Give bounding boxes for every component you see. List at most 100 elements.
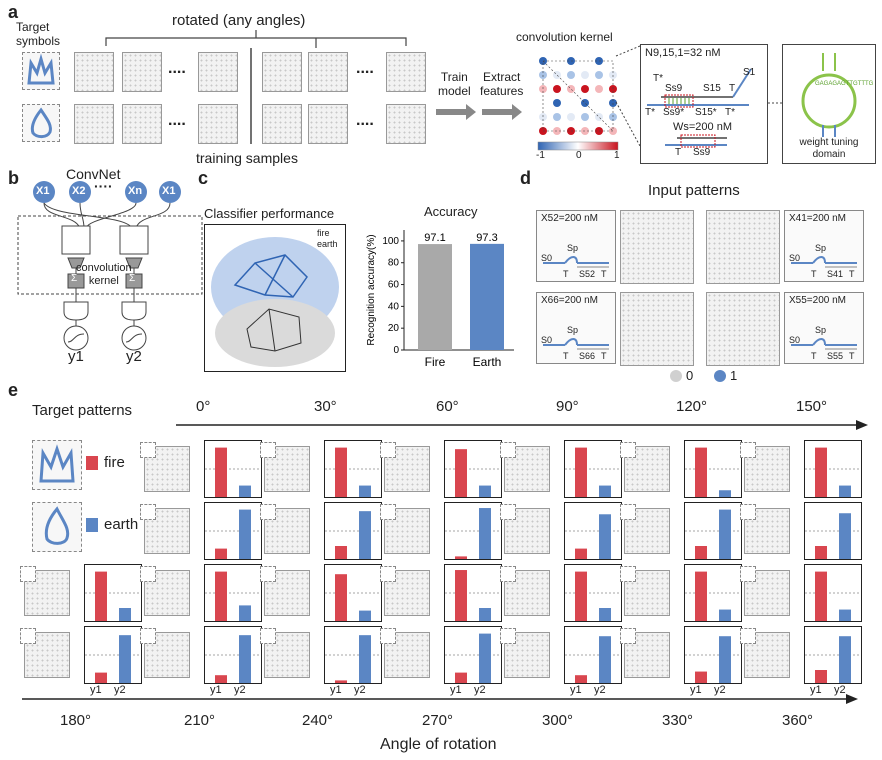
- strand-part: S0: [789, 253, 801, 263]
- training-samples-label: training samples: [196, 150, 298, 166]
- output-bar-chart: [684, 564, 742, 622]
- ellipsis: ....: [168, 60, 186, 77]
- sample-grid: [198, 104, 238, 144]
- divider-line: [250, 48, 252, 144]
- rotated-symbol-icon: [140, 628, 156, 644]
- legend-earth: earth: [317, 239, 338, 249]
- strand-part: T: [849, 351, 855, 361]
- output-bar-chart: [324, 626, 382, 684]
- kernel-cell: [595, 71, 603, 79]
- bar-y2: [359, 635, 371, 683]
- strand-label: T: [675, 147, 682, 158]
- top-angle-label: 0°: [196, 398, 211, 415]
- bar-y1: [215, 447, 227, 497]
- sum-symbol: Σ: [129, 273, 136, 284]
- bar-y2: [239, 605, 251, 621]
- kernel-cell: [567, 99, 575, 107]
- bar-y2: [599, 514, 611, 559]
- output-bar-chart: [804, 502, 862, 560]
- bar-y1: [815, 571, 827, 621]
- rotated-symbol-icon: [740, 566, 756, 582]
- strand-label: T*: [645, 107, 655, 118]
- y-tick-label: 20: [388, 323, 400, 334]
- rotated-symbol-icon: [260, 504, 276, 520]
- bar-y2: [359, 485, 371, 497]
- output-bar-chart: [564, 502, 622, 560]
- sample-grid: [122, 52, 162, 92]
- zoom-lines: [615, 45, 641, 147]
- output-bar-chart: [204, 440, 262, 498]
- rotated-symbol-icon: [500, 442, 516, 458]
- bar-y1: [455, 672, 467, 683]
- bar-y1: [95, 672, 107, 683]
- top-angle-label: 60°: [436, 398, 459, 415]
- earth-target-icon: [32, 502, 82, 552]
- strand-conc: X55=200 nM: [789, 295, 846, 306]
- rotated-symbol-icon: [740, 504, 756, 520]
- earth-symbol: [22, 104, 60, 142]
- panel-label-c: c: [198, 168, 209, 188]
- y1-label: y1: [570, 684, 582, 696]
- strand-part: T: [849, 269, 855, 279]
- category-label: Fire: [425, 355, 446, 369]
- kernel-cell: [581, 99, 589, 107]
- sample-grid: [198, 52, 238, 92]
- input-pattern-grid: [24, 632, 70, 678]
- hairpin-sequence: GAGAGAGTTGTTTG: [815, 81, 874, 87]
- strand-part: Sp: [567, 243, 579, 253]
- strand-part: S0: [789, 335, 801, 345]
- output-bar-chart: [684, 440, 742, 498]
- bar-y2: [359, 511, 371, 559]
- colorbar-tick: -1: [536, 150, 545, 161]
- panel-label-e: e: [8, 380, 19, 400]
- output-bar-chart: [204, 564, 262, 622]
- fire-symbol: [22, 52, 60, 90]
- kernel-cell: [595, 85, 603, 93]
- output-y1: y1: [68, 348, 84, 365]
- bar-y2: [479, 608, 491, 621]
- rotated-symbol-icon: [740, 442, 756, 458]
- accuracy-title: Accuracy: [424, 204, 478, 219]
- bar-value-label: 97.1: [424, 232, 445, 244]
- classifier-title: Classifier performance: [204, 206, 335, 221]
- fire-legend-swatch: [86, 456, 98, 470]
- bar-y1: [455, 449, 467, 497]
- kernel-cell: [595, 113, 603, 121]
- strand-card: X66=200 nM S0 Sp T S66 T: [536, 292, 616, 364]
- top-angle-label: 90°: [556, 398, 579, 415]
- y2-label: y2: [834, 684, 846, 696]
- strand-part: Sp: [815, 325, 827, 335]
- output-bar-chart: [324, 502, 382, 560]
- kernel-cell: [553, 71, 561, 79]
- bar-y2: [839, 485, 851, 497]
- bar-y2: [599, 608, 611, 621]
- rotated-symbol-icon: [260, 442, 276, 458]
- rotated-symbol-icon: [380, 442, 396, 458]
- bar-y2: [599, 636, 611, 683]
- ellipsis: ....: [356, 60, 374, 77]
- strand-label: S1: [743, 67, 756, 78]
- y1-label: y1: [810, 684, 822, 696]
- strand-part: S0: [541, 335, 553, 345]
- rotated-symbol-icon: [20, 628, 36, 644]
- kernel-cell: [581, 113, 589, 121]
- train-model-label: Train model: [438, 70, 471, 98]
- bar-value-label: 97.3: [476, 232, 497, 244]
- kernel-cell: [567, 71, 575, 79]
- y1-label: y1: [330, 684, 342, 696]
- output-bar-chart: [564, 440, 622, 498]
- input-pattern-grid: [24, 570, 70, 616]
- y1-label: y1: [210, 684, 222, 696]
- rotated-symbol-icon: [380, 566, 396, 582]
- y-tick-label: 60: [388, 280, 400, 291]
- output-bar-chart: [324, 440, 382, 498]
- strand-part: T: [811, 269, 817, 279]
- sum-symbol: Σ: [71, 273, 78, 284]
- output-bar-chart: [564, 626, 622, 684]
- convnet-diagram: [17, 181, 203, 351]
- rotated-symbol-icon: [620, 504, 636, 520]
- output-bar-chart: [564, 564, 622, 622]
- kernel-cell: [567, 85, 575, 93]
- y1-label: y1: [690, 684, 702, 696]
- sample-grid: [262, 104, 302, 144]
